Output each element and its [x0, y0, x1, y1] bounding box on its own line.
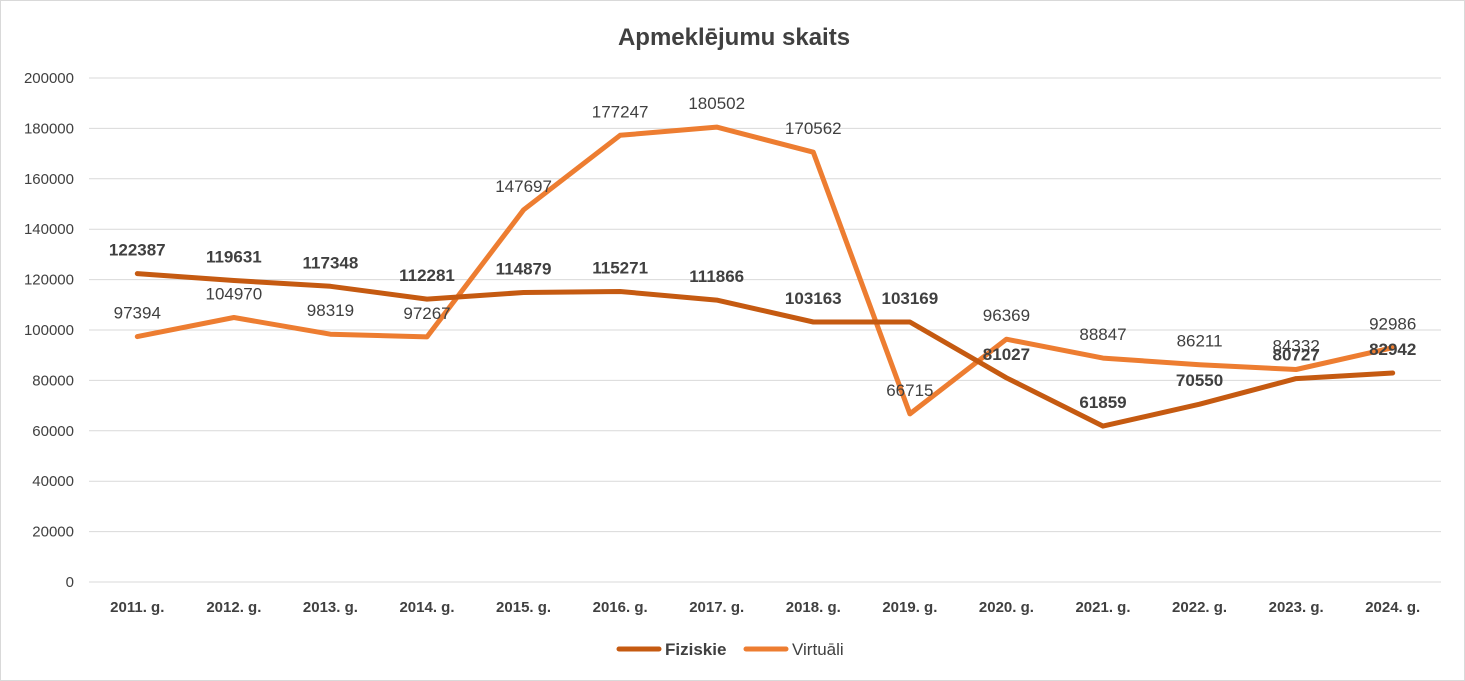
y-tick-label: 20000	[32, 524, 74, 541]
y-tick-label: 40000	[32, 473, 74, 490]
data-label: 97394	[114, 304, 161, 323]
data-label: 84332	[1273, 336, 1320, 355]
legend-label: Fiziskie	[665, 640, 726, 659]
x-tick-label: 2017. g.	[689, 599, 744, 616]
series-line-fiziskie	[134, 271, 1396, 429]
x-tick-label: 2022. g.	[1172, 599, 1227, 616]
x-tick-label: 2011. g.	[110, 599, 164, 616]
y-tick-label: 100000	[24, 322, 74, 339]
data-label: 66715	[886, 381, 933, 400]
y-tick-label: 0	[66, 574, 74, 591]
y-tick-label: 200000	[24, 70, 74, 87]
data-label: 170562	[785, 119, 842, 138]
data-label: 92986	[1369, 315, 1416, 334]
x-tick-label: 2014. g.	[399, 599, 454, 616]
data-label: 115271	[592, 259, 648, 278]
x-tick-label: 2015. g.	[496, 599, 551, 616]
x-tick-label: 2020. g.	[979, 599, 1034, 616]
data-label: 117348	[303, 253, 359, 272]
x-tick-label: 2012. g.	[206, 599, 261, 616]
data-label: 114879	[496, 260, 552, 279]
legend-label: Virtuāli	[792, 640, 844, 659]
x-tick-label: 2023. g.	[1269, 599, 1324, 616]
data-label: 104970	[205, 284, 262, 303]
y-tick-label: 120000	[24, 272, 74, 289]
data-label: 82942	[1369, 340, 1416, 359]
data-labels: 122387 119631 117348 112281 114879 115271 1118…	[109, 94, 1416, 412]
series-line-virtuāli	[134, 124, 1396, 417]
y-axis: 0 20000 40000 60000 80000 100000 120000 140000 1…	[24, 70, 74, 591]
x-tick-label: 2018. g.	[786, 599, 841, 616]
data-label: 96369	[983, 306, 1030, 325]
x-tick-label: 2016. g.	[593, 599, 648, 616]
data-label: 80727	[1273, 346, 1320, 365]
data-label: 98319	[307, 301, 354, 320]
data-label: 103169	[881, 289, 938, 308]
data-label: 97267	[403, 304, 450, 323]
x-tick-label: 2019. g.	[882, 599, 937, 616]
x-tick-label: 2024. g.	[1365, 599, 1420, 616]
data-label: 103163	[785, 289, 842, 308]
data-label: 86211	[1177, 332, 1223, 351]
series-lines	[134, 124, 1396, 429]
legend: Fiziskie Virtuāli	[616, 640, 844, 659]
y-tick-label: 60000	[32, 423, 74, 440]
y-tick-label: 140000	[24, 221, 74, 238]
data-label: 61859	[1079, 393, 1126, 412]
data-label: 147697	[495, 177, 552, 196]
data-label: 180502	[688, 94, 745, 113]
data-label: 70550	[1176, 371, 1223, 390]
x-axis: 2011. g. 2012. g. 2013. g. 2014. g. 2015. g.…	[110, 599, 1420, 616]
x-tick-label: 2021. g.	[1075, 599, 1130, 616]
y-tick-label: 160000	[24, 171, 74, 188]
data-label: 111866	[689, 267, 744, 286]
data-label: 81027	[983, 345, 1030, 364]
y-tick-label: 80000	[32, 372, 74, 389]
data-label: 177247	[592, 102, 649, 121]
chart-title: Apmeklējumu skaits	[618, 24, 850, 51]
data-label: 112281	[399, 266, 455, 285]
data-label: 119631	[206, 248, 262, 267]
x-tick-label: 2013. g.	[303, 599, 358, 616]
data-label: 122387	[109, 241, 166, 260]
y-tick-label: 180000	[24, 120, 74, 137]
data-label: 88847	[1079, 325, 1126, 344]
